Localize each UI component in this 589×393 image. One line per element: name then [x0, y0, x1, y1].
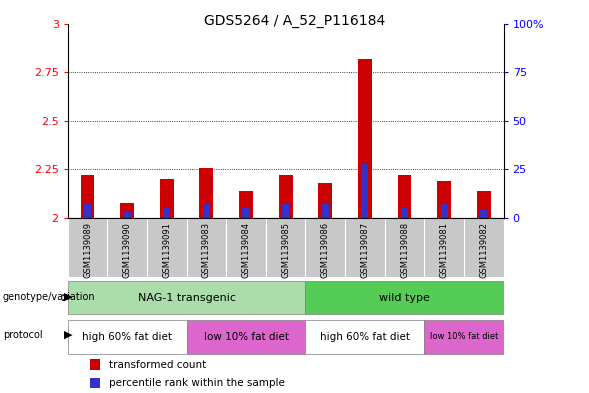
Bar [437, 181, 451, 218]
Text: percentile rank within the sample: percentile rank within the sample [109, 378, 285, 388]
Text: GSM1139090: GSM1139090 [123, 222, 132, 278]
Bar [68, 320, 187, 354]
Text: GDS5264 / A_52_P116184: GDS5264 / A_52_P116184 [204, 14, 385, 28]
Text: wild type: wild type [379, 293, 430, 303]
Text: GSM1139091: GSM1139091 [163, 222, 171, 278]
Bar [90, 378, 100, 388]
Text: GSM1139082: GSM1139082 [479, 222, 488, 278]
Text: protocol: protocol [3, 330, 42, 340]
Bar [318, 183, 332, 218]
Bar [480, 210, 487, 218]
Bar [441, 204, 448, 218]
Bar [279, 175, 293, 218]
Bar [120, 202, 134, 218]
Bar [81, 175, 94, 218]
Text: low 10% fat diet: low 10% fat diet [204, 332, 289, 342]
Bar [401, 208, 408, 218]
Bar [306, 320, 424, 354]
Bar [358, 59, 372, 218]
Text: transformed count: transformed count [109, 360, 206, 370]
Bar [90, 359, 100, 370]
Text: GSM1139087: GSM1139087 [360, 222, 369, 278]
Bar [398, 175, 412, 218]
Bar [477, 191, 491, 218]
Text: low 10% fat diet: low 10% fat diet [430, 332, 498, 342]
Bar [187, 320, 306, 354]
Bar [239, 191, 253, 218]
Text: GSM1139081: GSM1139081 [439, 222, 449, 278]
Bar [424, 320, 504, 354]
Text: GSM1139083: GSM1139083 [202, 222, 211, 278]
Text: genotype/variation: genotype/variation [3, 292, 95, 302]
Bar [160, 179, 174, 218]
Bar [361, 163, 369, 218]
Text: GSM1139088: GSM1139088 [400, 222, 409, 278]
Bar [282, 204, 289, 218]
Bar [84, 204, 91, 218]
Bar [243, 208, 250, 218]
Text: GSM1139084: GSM1139084 [241, 222, 250, 278]
Text: ▶: ▶ [64, 330, 72, 340]
Text: high 60% fat diet: high 60% fat diet [320, 332, 410, 342]
Text: high 60% fat diet: high 60% fat diet [82, 332, 172, 342]
Text: GSM1139085: GSM1139085 [281, 222, 290, 278]
Bar [68, 281, 306, 314]
Text: NAG-1 transgenic: NAG-1 transgenic [138, 293, 236, 303]
Text: GSM1139089: GSM1139089 [83, 222, 92, 278]
Bar [124, 212, 131, 218]
Bar [322, 204, 329, 218]
Bar [163, 208, 170, 218]
Bar [200, 167, 213, 218]
Text: ▶: ▶ [64, 292, 72, 302]
Bar [203, 204, 210, 218]
Bar [306, 281, 504, 314]
Text: GSM1139086: GSM1139086 [321, 222, 330, 278]
